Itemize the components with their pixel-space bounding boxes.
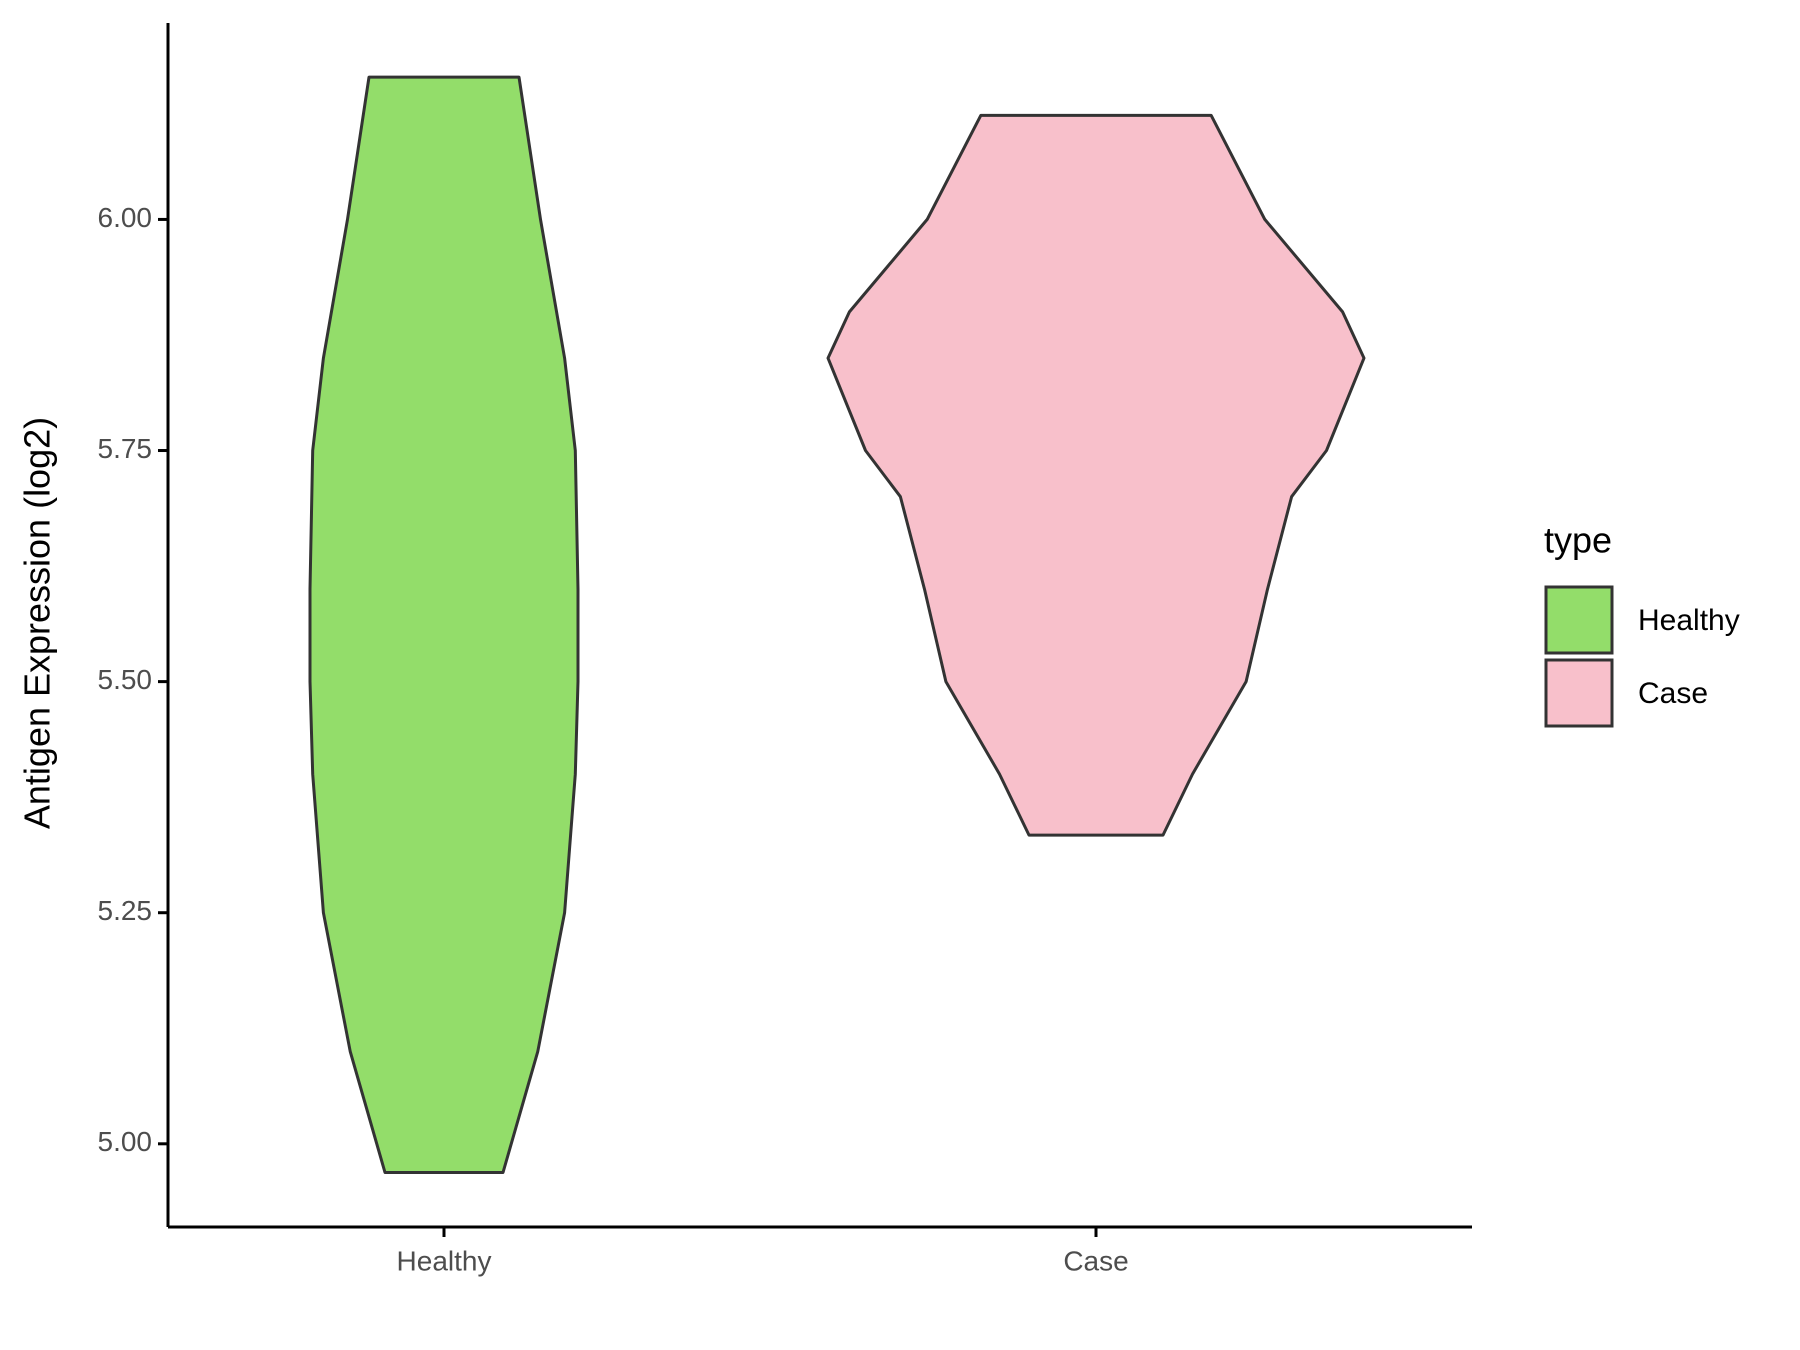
violin [826,113,1366,837]
legend-title: type [1544,520,1612,561]
legend-label: Case [1638,677,1708,710]
legend-swatch [1544,585,1614,655]
y-axis-title: Antigen Expression (log2) [17,417,58,829]
y-tick-label: 5.00 [98,1126,153,1157]
y-tick-label: 5.25 [98,895,153,926]
y-tick-label: 6.00 [98,202,153,233]
legend-label: Healthy [1638,604,1740,637]
legend-swatch [1544,658,1614,728]
violin [308,75,580,1174]
x-tick-label: Healthy [397,1245,492,1276]
x-tick-label: Case [1063,1245,1128,1276]
y-tick-label: 5.75 [98,433,153,464]
y-tick-label: 5.50 [98,664,153,695]
